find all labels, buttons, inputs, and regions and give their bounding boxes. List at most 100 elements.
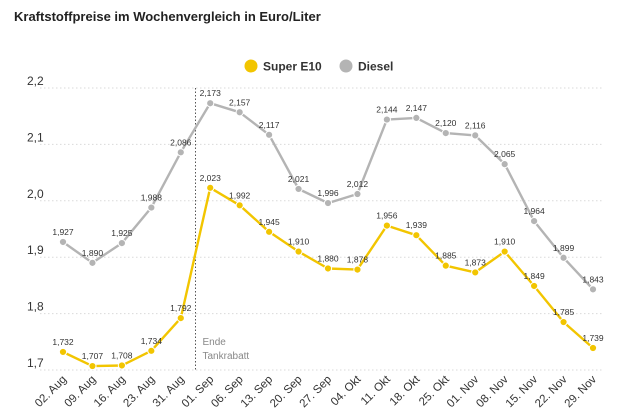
series-1-label-9: 1,996 [317, 188, 339, 198]
y-tick-label-3: 2,0 [27, 187, 44, 201]
series-1-label-4: 2,086 [170, 137, 192, 147]
x-tick-label-11: 11. Okt [359, 373, 394, 408]
y-tick-label-0: 1,7 [27, 356, 44, 370]
x-tick-label-1: 09. Aug [62, 374, 98, 410]
series-0-label-7: 1,945 [258, 217, 280, 227]
series-1-label-14: 2,116 [465, 120, 486, 130]
series-1-point-18 [588, 285, 598, 294]
series-1-point-6 [235, 108, 244, 117]
series-0-label-5: 2,023 [200, 173, 222, 183]
legend-marker-0 [244, 59, 258, 73]
series-0-label-14: 1,873 [465, 257, 487, 267]
series-1-point-3 [147, 203, 156, 212]
series-1-label-10: 2,012 [347, 179, 369, 189]
series-0-point-0 [58, 347, 68, 357]
series-0-label-16: 1,849 [523, 271, 545, 281]
x-tick-label-12: 18. Okt [388, 373, 423, 408]
annotation: Ende Tankrabatt [195, 88, 250, 370]
series-0-point-7 [265, 227, 274, 236]
series-0-point-15 [500, 247, 509, 256]
series-0-label-11: 1,956 [376, 211, 398, 221]
series-0-point-17 [559, 317, 568, 327]
y-axis-ticks: 1,7 1,8 1,9 2,0 2,1 2,2 [27, 74, 44, 370]
series-0-label-1: 1,707 [82, 351, 104, 361]
series-1-label-15: 2,065 [494, 149, 516, 159]
series-1-point-4 [176, 148, 185, 157]
x-tick-label-3: 23. Aug [121, 374, 157, 410]
series-1-point-0 [58, 237, 68, 247]
series-0-label-15: 1,910 [494, 237, 516, 247]
data-labels: 1,927 1,890 1,925 1,988 2,086 2,173 2,157 2,117… [52, 88, 604, 361]
series-lines [62, 101, 594, 368]
y-tick-label-4: 2,1 [27, 130, 44, 144]
x-tick-label-0: 02. Aug [33, 374, 69, 410]
series-1-label-16: 1,964 [523, 206, 545, 216]
legend-label-0: Super E10 [263, 60, 322, 74]
series-0-point-16 [530, 281, 539, 291]
series-points [58, 99, 598, 371]
series-0-label-10: 1,878 [347, 255, 369, 265]
series-1-point-5 [206, 99, 215, 108]
series-1-label-13: 2,120 [435, 118, 457, 128]
series-1-point-11 [382, 115, 391, 124]
x-tick-label-6: 06. Sep [209, 374, 246, 411]
series-1-label-12: 2,147 [406, 103, 428, 113]
series-1-point-16 [530, 217, 539, 226]
series-1-point-1 [88, 258, 97, 267]
series-0-label-2: 1,708 [111, 350, 133, 360]
series-0-point-13 [441, 261, 450, 270]
series-0-point-6 [235, 201, 244, 210]
x-tick-label-10: 04. Okt [329, 373, 364, 408]
y-tick-label-5: 2,2 [27, 74, 44, 88]
series-1-label-18: 1,843 [582, 274, 604, 284]
y-tick-label-1: 1,8 [27, 300, 44, 314]
series-0-label-4: 1,792 [170, 303, 192, 313]
series-0-label-18: 1,739 [582, 333, 604, 343]
series-0-point-1 [88, 361, 97, 371]
series-0-point-5 [206, 183, 215, 192]
legend-label-1: Diesel [358, 60, 393, 74]
series-0-label-3: 1,734 [141, 336, 163, 346]
series-1-point-14 [471, 131, 480, 140]
y-tick-label-2: 1,9 [27, 243, 44, 257]
series-1-label-2: 1,925 [111, 228, 133, 238]
series-0-label-9: 1,880 [317, 253, 339, 263]
annotation-text-1: Tankrabatt [203, 351, 250, 362]
series-1-point-2 [117, 239, 126, 248]
series-1-label-11: 2,144 [376, 105, 398, 115]
series-0-point-11 [382, 221, 391, 230]
series-0-point-12 [412, 231, 421, 240]
series-1-label-6: 2,157 [229, 97, 251, 107]
series-1-point-10 [353, 189, 362, 199]
series-1-label-3: 1,988 [141, 193, 163, 203]
series-0-label-0: 1,732 [52, 337, 74, 347]
x-tick-label-8: 20. Sep [268, 374, 305, 411]
series-1-point-9 [323, 198, 333, 208]
series-0-label-6: 1,992 [229, 190, 251, 200]
series-1-label-8: 2,021 [288, 174, 310, 184]
series-1-point-17 [559, 253, 568, 262]
series-0-point-9 [323, 264, 333, 273]
legend-marker-1 [339, 59, 353, 73]
series-1-point-12 [412, 113, 421, 122]
chart-title: Kraftstoffpreise im Wochenvergleich in E… [14, 9, 321, 24]
x-tick-label-18: 29. Nov [563, 373, 600, 410]
series-1-label-7: 2,117 [259, 120, 280, 130]
series-1-point-13 [441, 129, 450, 138]
series-0-point-10 [353, 265, 362, 274]
series-1-point-7 [265, 130, 274, 139]
series-1-label-0: 1,927 [52, 227, 74, 237]
series-0-point-4 [176, 314, 185, 323]
annotation-text-0: Ende [203, 337, 227, 348]
series-1-label-1: 1,890 [82, 248, 104, 258]
series-0-label-17: 1,785 [553, 307, 575, 317]
series-1-point-8 [294, 184, 303, 194]
series-0-point-2 [117, 361, 126, 370]
legend: Super E10 Diesel [244, 59, 393, 74]
series-0-point-8 [294, 247, 303, 256]
x-tick-label-9: 27. Sep [298, 374, 335, 411]
series-1-label-5: 2,173 [200, 88, 222, 98]
series-0-label-13: 1,885 [435, 251, 457, 261]
